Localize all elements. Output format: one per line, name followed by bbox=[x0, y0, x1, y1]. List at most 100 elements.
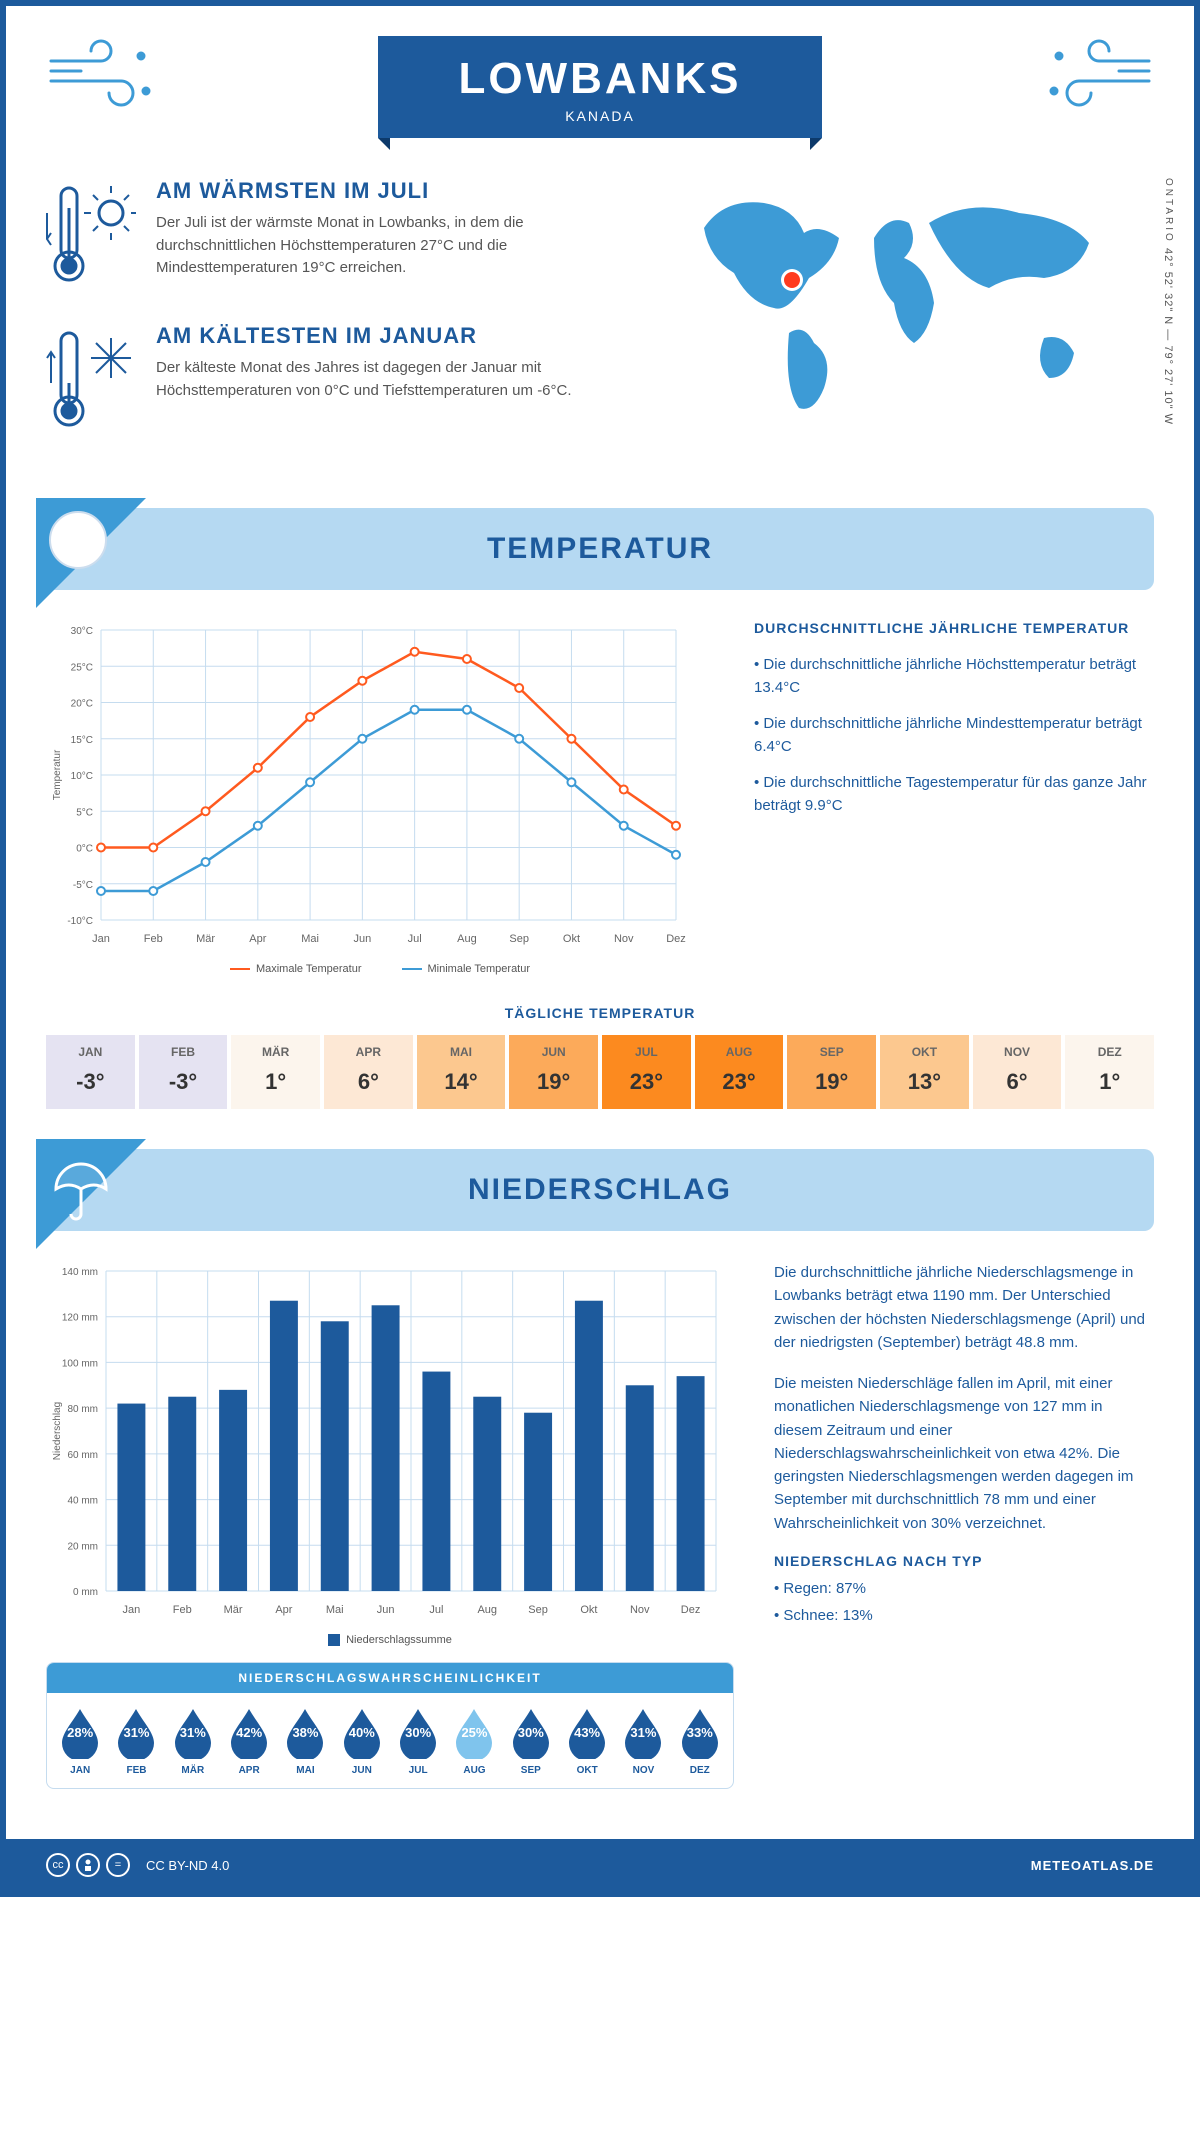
prob-cell: 31% MÄR bbox=[166, 1705, 220, 1776]
svg-text:30°C: 30°C bbox=[71, 626, 93, 637]
svg-text:Aug: Aug bbox=[457, 933, 477, 945]
svg-text:-10°C: -10°C bbox=[67, 916, 93, 927]
prob-month: MAI bbox=[278, 1765, 332, 1776]
drop-pct: 42% bbox=[236, 1725, 262, 1740]
prob-month: SEP bbox=[504, 1765, 558, 1776]
svg-text:Nov: Nov bbox=[630, 1604, 650, 1616]
svg-text:Apr: Apr bbox=[275, 1604, 292, 1616]
daily-temp: 23° bbox=[695, 1069, 784, 1095]
precip-paragraph: Die meisten Niederschläge fallen im Apri… bbox=[774, 1372, 1154, 1535]
fact-title: AM WÄRMSTEN IM JULI bbox=[156, 178, 644, 204]
daily-cell: OKT13° bbox=[880, 1035, 969, 1109]
daily-month: MAI bbox=[417, 1045, 506, 1059]
drop-icon: 42% bbox=[227, 1705, 271, 1759]
title-banner: LOWBANKS KANADA bbox=[378, 36, 821, 138]
daily-month: OKT bbox=[880, 1045, 969, 1059]
prob-month: NOV bbox=[616, 1765, 670, 1776]
drop-pct: 30% bbox=[518, 1725, 544, 1740]
svg-text:Sep: Sep bbox=[509, 933, 529, 945]
precip-type-line: • Schnee: 13% bbox=[774, 1604, 1154, 1627]
info-bullet: • Die durchschnittliche jährliche Mindes… bbox=[754, 713, 1154, 758]
prob-cell: 33%DEZ bbox=[673, 1705, 727, 1776]
header: LOWBANKS KANADA bbox=[46, 36, 1154, 138]
prob-cell: 28%JAN bbox=[53, 1705, 107, 1776]
svg-text:Okt: Okt bbox=[580, 1604, 597, 1616]
drop-icon: 31% bbox=[171, 1705, 215, 1759]
svg-text:Dez: Dez bbox=[666, 933, 686, 945]
daily-cell: JUN19° bbox=[509, 1035, 598, 1109]
daily-temp: 6° bbox=[973, 1069, 1062, 1095]
fact-text: Der kälteste Monat des Jahres ist dagege… bbox=[156, 357, 644, 402]
drop-pct: 40% bbox=[349, 1725, 375, 1740]
legend-min: Minimale Temperatur bbox=[402, 963, 531, 975]
prob-month: JAN bbox=[53, 1765, 107, 1776]
drop-icon: 30% bbox=[396, 1705, 440, 1759]
world-map-box: ONTARIO 42° 52' 32" N — 79° 27' 10" W bbox=[674, 178, 1154, 468]
legend-max: Maximale Temperatur bbox=[230, 963, 362, 975]
prob-row: 28%JAN31%FEB31%MÄR42%APR38%MAI40%JUN30%J… bbox=[47, 1693, 733, 1788]
section-title: TEMPERATUR bbox=[70, 532, 1130, 566]
prob-cell: 40%JUN bbox=[335, 1705, 389, 1776]
daily-month: DEZ bbox=[1065, 1045, 1154, 1059]
drop-pct: 33% bbox=[687, 1725, 713, 1740]
drop-pct: 31% bbox=[123, 1725, 149, 1740]
wind-icon bbox=[46, 36, 156, 121]
fact-cold: AM KÄLTESTEN IM JANUAR Der kälteste Mona… bbox=[46, 323, 644, 438]
prob-cell: 42%APR bbox=[222, 1705, 276, 1776]
svg-text:Jun: Jun bbox=[353, 933, 371, 945]
drop-pct: 38% bbox=[292, 1725, 318, 1740]
svg-text:Mai: Mai bbox=[326, 1604, 344, 1616]
drop-pct: 31% bbox=[180, 1725, 206, 1740]
svg-text:10°C: 10°C bbox=[71, 771, 93, 782]
region-label: ONTARIO bbox=[1163, 178, 1174, 244]
by-icon bbox=[76, 1853, 100, 1877]
prob-month: FEB bbox=[109, 1765, 163, 1776]
prob-cell: 31% FEB bbox=[109, 1705, 163, 1776]
intro-row: AM WÄRMSTEN IM JULI Der Juli ist der wär… bbox=[46, 178, 1154, 468]
thermometer-sun-icon bbox=[46, 178, 136, 293]
daily-cell: SEP 19° bbox=[787, 1035, 876, 1109]
precip-info: Die durchschnittliche jährliche Niedersc… bbox=[774, 1261, 1154, 1789]
prob-month: OKT bbox=[560, 1765, 614, 1776]
precip-bar-chart: 0 mm20 mm40 mm60 mm80 mm100 mm120 mm140 … bbox=[46, 1261, 726, 1621]
prob-month: MÄR bbox=[166, 1765, 220, 1776]
prob-title: NIEDERSCHLAGSWAHRSCHEINLICHKEIT bbox=[47, 1663, 733, 1693]
svg-text:5°C: 5°C bbox=[76, 807, 93, 818]
intro-facts: AM WÄRMSTEN IM JULI Der Juli ist der wär… bbox=[46, 178, 644, 468]
umbrella-icon bbox=[36, 1139, 146, 1254]
info-bullet: • Die durchschnittliche Tagestemperatur … bbox=[754, 772, 1154, 817]
fact-body: AM KÄLTESTEN IM JANUAR Der kälteste Mona… bbox=[156, 323, 644, 438]
svg-text:Jan: Jan bbox=[123, 1604, 141, 1616]
thermometer-snow-icon bbox=[46, 323, 136, 438]
chart-legend: Niederschlagssumme bbox=[46, 1634, 734, 1646]
prob-month: JUL bbox=[391, 1765, 445, 1776]
prob-cell: 38% MAI bbox=[278, 1705, 332, 1776]
drop-icon: 30% bbox=[509, 1705, 553, 1759]
section-title: NIEDERSCHLAG bbox=[70, 1173, 1130, 1207]
drop-icon: 25% bbox=[452, 1705, 496, 1759]
daily-month: APR bbox=[324, 1045, 413, 1059]
svg-text:0°C: 0°C bbox=[76, 844, 93, 855]
svg-text:Okt: Okt bbox=[563, 933, 580, 945]
svg-text:Feb: Feb bbox=[144, 933, 163, 945]
wind-icon bbox=[1044, 36, 1154, 121]
fact-body: AM WÄRMSTEN IM JULI Der Juli ist der wär… bbox=[156, 178, 644, 293]
svg-text:Mai: Mai bbox=[301, 933, 319, 945]
world-map-icon bbox=[674, 178, 1124, 428]
nd-icon: = bbox=[106, 1853, 130, 1877]
svg-text:40 mm: 40 mm bbox=[67, 1496, 98, 1507]
daily-cell: NOV6° bbox=[973, 1035, 1062, 1109]
city-name: LOWBANKS bbox=[458, 54, 741, 104]
svg-text:20 mm: 20 mm bbox=[67, 1541, 98, 1552]
drop-icon: 31% bbox=[114, 1705, 158, 1759]
daily-month: SEP bbox=[787, 1045, 876, 1059]
legend-bar: Niederschlagssumme bbox=[328, 1634, 452, 1646]
daily-cell: DEZ1° bbox=[1065, 1035, 1154, 1109]
svg-text:Dez: Dez bbox=[681, 1604, 701, 1616]
daily-temp: 1° bbox=[231, 1069, 320, 1095]
drop-icon: 38% bbox=[283, 1705, 327, 1759]
coords-label: 42° 52' 32" N — 79° 27' 10" W bbox=[1162, 248, 1174, 425]
drop-icon: 31% bbox=[621, 1705, 665, 1759]
daily-temp: 19° bbox=[787, 1069, 876, 1095]
temperature-info: DURCHSCHNITTLICHE JÄHRLICHE TEMPERATUR •… bbox=[754, 620, 1154, 975]
